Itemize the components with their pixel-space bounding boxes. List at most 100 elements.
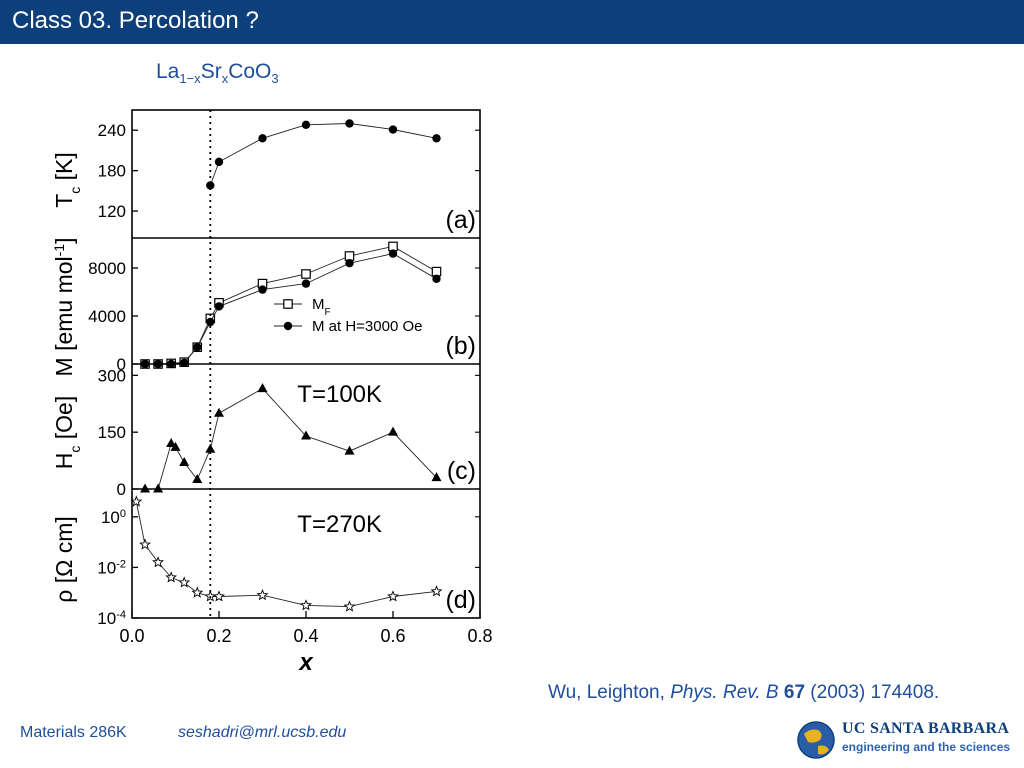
series-line-a-0 — [209, 123, 437, 186]
ylabel-c-part-1: c — [67, 446, 83, 453]
xtick-label-3: 0.6 — [380, 626, 405, 646]
xtick-label-0-part-0: 0.0 — [119, 626, 144, 646]
xtick-label-3-part-0: 0.6 — [380, 626, 405, 646]
point-b-1-11 — [432, 274, 441, 283]
citation-authors: Wu, Leighton, — [548, 682, 671, 703]
point-d-0-7 — [213, 590, 225, 602]
ylabel-b-part-0: M [emu mol — [51, 256, 77, 376]
panel-label-c: (c) — [447, 457, 476, 485]
formula-sr: Sr — [200, 60, 222, 83]
panel-label-d: (d) — [445, 586, 476, 614]
ytick-label-d-2-part-0: 10 — [97, 609, 116, 628]
annotation-c-part-0: T=100K — [297, 381, 382, 408]
ytick-label-d-0-part-0: 10 — [101, 508, 120, 527]
point-b-1-4 — [193, 343, 202, 352]
point-c-0-10 — [344, 445, 355, 455]
formula-sub-1: 1−x — [179, 71, 201, 86]
point-b-0-9 — [344, 251, 355, 261]
xtick-label-2-part-0: 0.4 — [293, 626, 318, 646]
ytick-label-c-0: 0 — [117, 480, 126, 499]
ytick-label-d-1-part-1: -2 — [116, 558, 126, 570]
point-c-0-7 — [214, 407, 224, 417]
point-d-0-3 — [165, 571, 178, 583]
point-c-0-6 — [205, 443, 216, 453]
ytick-label-c-0-part-0: 0 — [117, 480, 126, 499]
slide-title: Class 03. Percolation ? — [12, 7, 259, 34]
panel-label-a-part-0: (a) — [445, 206, 476, 234]
point-a-0-3 — [301, 120, 311, 130]
ytick-label-d-1-part-0: 10 — [97, 558, 116, 577]
panel-label-a: (a) — [445, 206, 476, 234]
xtick-label-1-part-0: 0.2 — [206, 626, 231, 646]
citation-volume: 67 — [783, 682, 806, 703]
point-d-0-8 — [256, 588, 269, 601]
ylabel-b-part-1: -1 — [51, 244, 67, 257]
panel-label-b: (b) — [445, 332, 476, 360]
point-d-0-12 — [430, 585, 443, 597]
point-b-1-7 — [258, 285, 267, 294]
ytick-label-d-2: 10-4 — [97, 609, 126, 628]
ytick-label-a-2: 240 — [98, 121, 126, 140]
point-d-0-11 — [387, 590, 399, 602]
annotation-d-part-0: T=270K — [297, 511, 382, 538]
logo-line-1: UC SANTA BARBARA — [842, 720, 1010, 737]
percolation-figure: 120 180 240 Tc [K] (a) 0 4000 8000 M [emu mol-1]… — [51, 109, 493, 676]
point-b-1-8 — [301, 279, 311, 288]
ytick-label-b-0-part-0: 0 — [117, 355, 126, 374]
point-d-0-4 — [178, 576, 191, 588]
formula-coo: CoO — [228, 60, 272, 83]
point-c-0-5 — [192, 474, 203, 484]
legend-label-b-1: M at H=3000 Oe — [312, 318, 422, 335]
point-d-0-10 — [343, 600, 356, 612]
point-c-0-1 — [153, 483, 164, 493]
series-line-c-0 — [145, 388, 437, 490]
ytick-label-d-2-part-1: -4 — [116, 609, 126, 621]
ytick-label-a-0-part-0: 120 — [98, 202, 126, 221]
ytick-label-c-2-part-0: 300 — [98, 366, 126, 385]
point-d-0-1 — [139, 538, 151, 550]
panel-label-b-part-0: (b) — [445, 332, 476, 360]
point-a-0-2 — [258, 134, 267, 143]
annotation-c: T=100K — [297, 381, 382, 408]
point-b-0-10 — [388, 241, 398, 252]
ylabel-d-part-0: ρ [Ω cm] — [51, 516, 77, 603]
citation: Wu, Leighton, Phys. Rev. B 67 (2003) 174… — [548, 682, 939, 704]
ylabel-a: Tc [K] — [51, 152, 83, 208]
xtick-label-4-part-0: 0.8 — [467, 626, 492, 646]
ylabel-a-part-2: [K] — [51, 152, 77, 187]
point-c-0-3 — [170, 441, 181, 451]
point-b-1-9 — [345, 259, 354, 268]
legend-label-b-1-part-0: M at H=3000 Oe — [312, 318, 422, 335]
ylabel-c-part-0: H — [51, 453, 77, 470]
ytick-label-d-1: 10-2 — [97, 558, 126, 577]
footer-course: Materials 286K — [20, 724, 127, 741]
point-d-0-0 — [130, 495, 143, 507]
ytick-label-d-0: 100 — [101, 508, 126, 527]
point-d-0-5 — [191, 586, 204, 598]
point-d-0-2 — [152, 556, 165, 568]
legend-marker-b-1 — [283, 321, 293, 331]
xtick-label-4: 0.8 — [467, 626, 492, 646]
point-c-0-2 — [166, 438, 177, 448]
point-d-0-9 — [300, 599, 312, 611]
formula-sub-3: 3 — [271, 71, 279, 86]
xtick-label-0: 0.0 — [119, 626, 144, 646]
ylabel-c: Hc [Oe] — [51, 396, 83, 469]
citation-rest: (2003) 174408. — [805, 682, 940, 703]
point-b-1-10 — [388, 249, 398, 258]
annotation-d: T=270K — [297, 511, 382, 538]
formula-la: La — [156, 60, 180, 83]
ucsb-logo: UC SANTA BARBARA engineering and the sci… — [796, 716, 1020, 764]
point-c-0-11 — [388, 426, 398, 436]
point-b-1-6 — [214, 302, 224, 311]
ytick-label-b-0: 0 — [117, 355, 126, 374]
point-b-1-3 — [180, 358, 189, 367]
point-a-0-5 — [388, 125, 398, 134]
point-a-0-6 — [432, 134, 441, 143]
ytick-label-d-0-part-1: 0 — [120, 508, 126, 520]
slide-header: Class 03. Percolation ? — [0, 0, 1024, 44]
ytick-label-a-1-part-0: 180 — [98, 162, 126, 181]
point-a-0-1 — [214, 157, 224, 167]
point-c-0-9 — [301, 430, 311, 440]
legend-label-b-0-part-1: F — [325, 307, 331, 318]
